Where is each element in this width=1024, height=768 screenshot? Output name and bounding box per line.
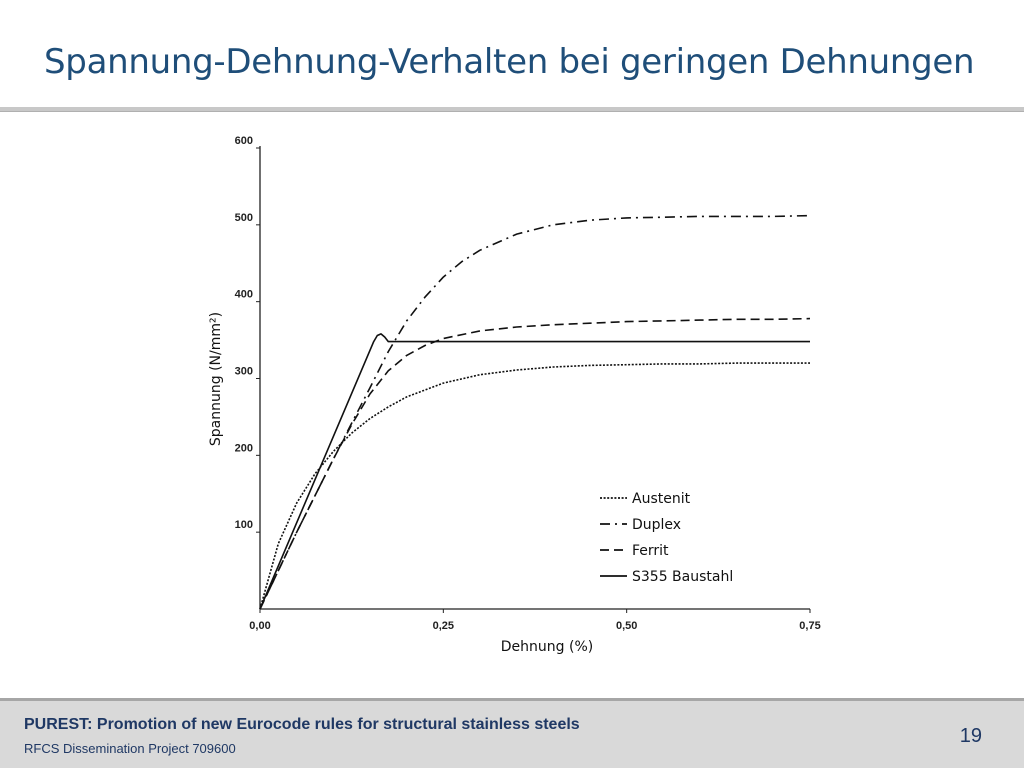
footer-project-title: PUREST: Promotion of new Eurocode rules … [24,716,580,733]
chart-series [259,214,811,610]
footer-project-subtitle: RFCS Dissemination Project 709600 [24,741,236,756]
x-tick-label: 0,25 [433,620,454,632]
x-tick-label: 0,75 [799,620,820,632]
series-line-austenit [259,362,810,610]
x-tick-label: 0,50 [616,620,637,632]
footer: PUREST: Promotion of new Eurocode rules … [0,698,1024,768]
chart-axes [259,146,810,610]
legend-label: Ferrit [632,543,669,559]
chart-legend: Austenit Duplex Ferrit S355 Baustahl [600,491,733,585]
y-tick-label: 500 [235,212,253,224]
series-line-duplex [259,214,811,610]
y-tick-label: 300 [235,366,253,378]
legend-label: Austenit [632,491,691,507]
stress-strain-chart: 0,00 0,25 0,50 0,75 100 200 300 400 500 600 Dehnu… [208,135,821,655]
legend-label: S355 Baustahl [632,569,733,585]
series-line-ferrit [259,317,811,610]
y-tick-label: 600 [235,135,253,147]
title-divider [0,107,1024,112]
page-title: Spannung-Dehnung-Verhalten bei geringen … [44,42,975,82]
y-axis-label: Spannung (N/mm²) [208,312,224,446]
y-tick-label: 200 [235,442,253,454]
series-line-s355-baustahl [259,333,810,610]
y-tick-label: 100 [235,519,253,531]
y-tick-label: 400 [235,289,253,301]
x-tick-label: 0,00 [249,620,270,632]
x-axis-label: Dehnung (%) [501,639,593,655]
legend-label: Duplex [632,517,681,533]
page-number: 19 [959,725,982,747]
chart-ticks: 0,00 0,25 0,50 0,75 100 200 300 400 500 600 [235,135,821,632]
